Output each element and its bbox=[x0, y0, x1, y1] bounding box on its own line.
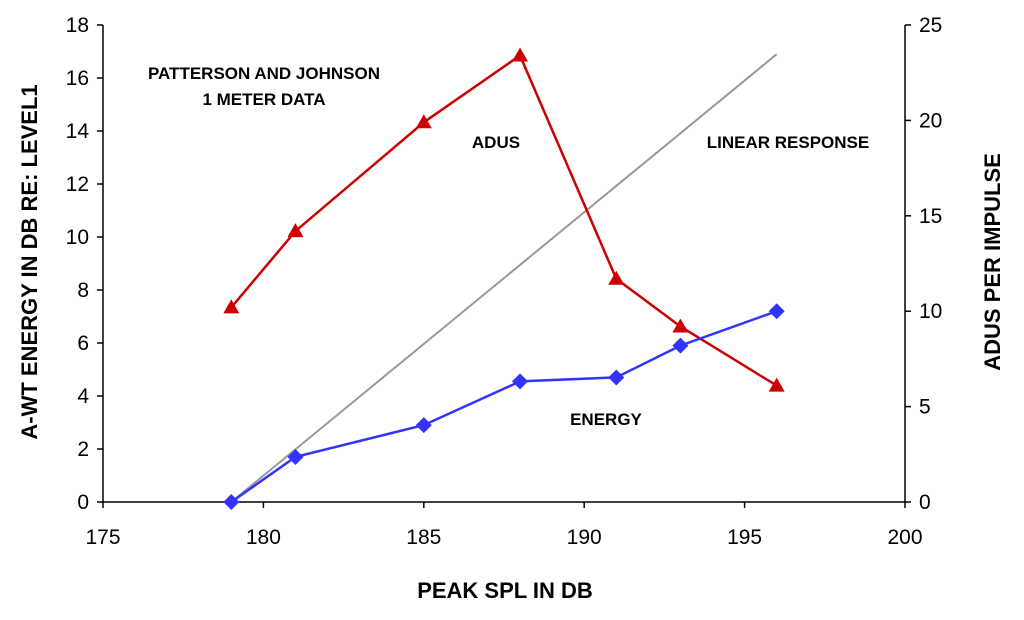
x-tick-label: 195 bbox=[727, 526, 762, 549]
linear-response-label: LINEAR RESPONSE bbox=[707, 133, 869, 152]
energy-point bbox=[768, 303, 785, 320]
energy-series-label: ENERGY bbox=[570, 410, 642, 429]
source-annotation-line2: 1 METER DATA bbox=[202, 90, 325, 109]
adus-point bbox=[287, 223, 304, 238]
x-tick-label: 190 bbox=[567, 526, 602, 549]
energy-series-line bbox=[230, 310, 778, 504]
y-left-tick-label: 14 bbox=[66, 120, 90, 143]
x-axis-title: PEAK SPL IN DB bbox=[417, 578, 593, 603]
y-left-tick-label: 18 bbox=[66, 14, 89, 37]
y-right-tick-label: 15 bbox=[919, 205, 942, 228]
y-left-axis-title: A-WT ENERGY IN DB RE: LEVEL1 bbox=[17, 84, 42, 439]
adus-point bbox=[223, 299, 240, 314]
energy-point bbox=[672, 337, 689, 354]
adus-series-label: ADUS bbox=[472, 133, 520, 152]
adus-point bbox=[415, 114, 432, 129]
y-left-tick-label: 10 bbox=[66, 226, 89, 249]
adus-point bbox=[512, 47, 529, 62]
y-left-tick-label: 2 bbox=[77, 438, 89, 461]
energy-point bbox=[608, 369, 625, 386]
y-left-tick-label: 12 bbox=[66, 173, 89, 196]
adus-point bbox=[768, 377, 785, 392]
y-left-tick-label: 16 bbox=[66, 67, 89, 90]
y-left-tick-label: 8 bbox=[77, 279, 89, 302]
energy-point bbox=[287, 448, 304, 465]
y-right-tick-label: 20 bbox=[919, 109, 942, 132]
x-tick-label: 200 bbox=[887, 526, 922, 549]
y-right-tick-label: 25 bbox=[919, 14, 942, 37]
y-left-tick-label: 0 bbox=[77, 491, 89, 514]
source-annotation-line1: PATTERSON AND JOHNSON bbox=[148, 64, 380, 83]
y-right-tick-label: 0 bbox=[919, 491, 931, 514]
linear-series-line bbox=[230, 53, 778, 503]
y-right-axis-title: ADUS PER IMPULSE bbox=[980, 153, 1005, 371]
y-right-tick-label: 5 bbox=[919, 396, 931, 419]
y-right-tick-label: 10 bbox=[919, 300, 942, 323]
series-group bbox=[223, 47, 785, 510]
adus-point bbox=[672, 318, 689, 333]
energy-point bbox=[223, 494, 240, 510]
x-tick-label: 180 bbox=[246, 526, 281, 549]
adus-point bbox=[608, 270, 625, 285]
energy-point bbox=[512, 373, 529, 390]
y-left-tick-label: 4 bbox=[77, 385, 89, 408]
x-tick-label: 185 bbox=[406, 526, 441, 549]
energy-point bbox=[415, 417, 432, 434]
tick-labels: 175 180 185 190 195 2000246810121416180510152… bbox=[66, 14, 943, 549]
y-left-tick-label: 6 bbox=[77, 332, 89, 355]
x-tick-label: 175 bbox=[85, 526, 120, 549]
